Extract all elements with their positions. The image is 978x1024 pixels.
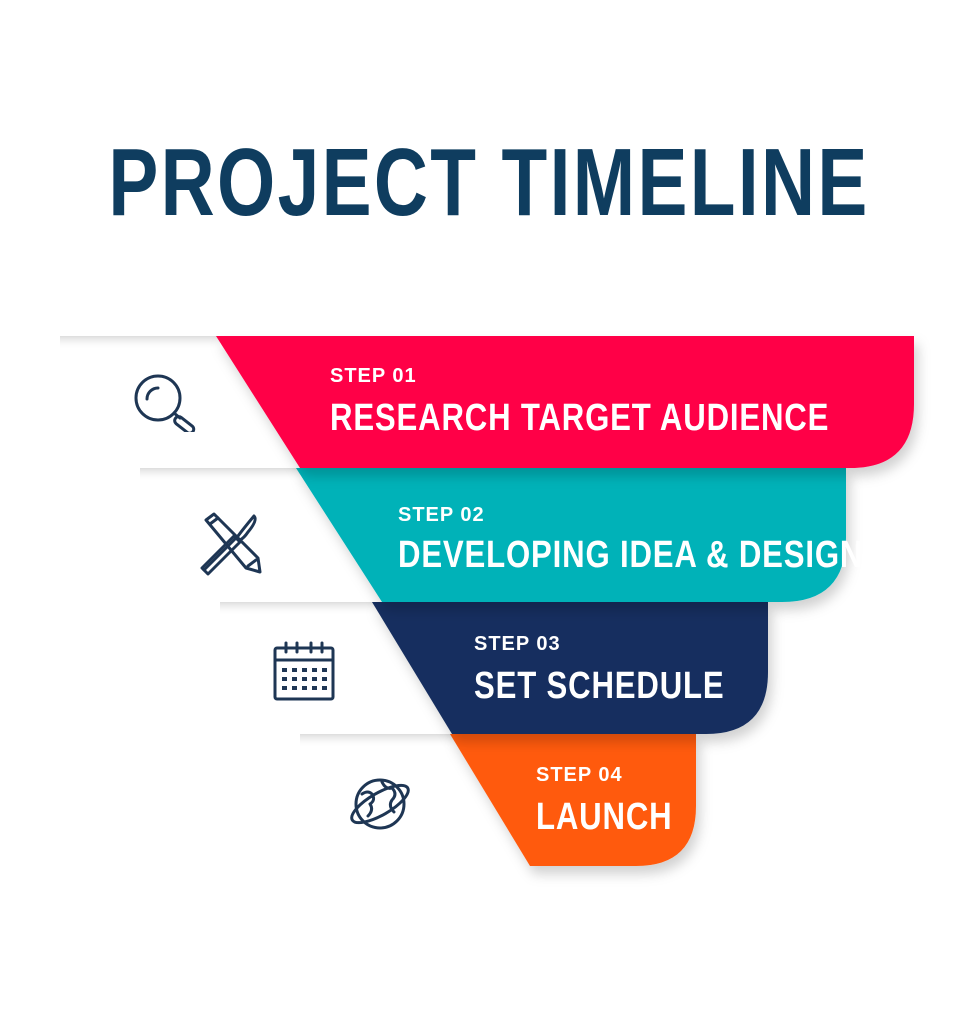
step-band-2 — [296, 468, 846, 602]
step-tab-4 — [300, 734, 530, 866]
step-1-number: STEP 01 — [330, 365, 417, 387]
step-4-text: STEP 04 LAUNCH — [536, 763, 702, 839]
step-2-label: DEVELOPING IDEA & DESIGN — [398, 534, 864, 576]
step-3-text: STEP 03 SET SCHEDULE — [474, 632, 779, 708]
step-2-text: STEP 02 DEVELOPING IDEA & DESIGN — [398, 503, 965, 577]
step-1-label: RESEARCH TARGET AUDIENCE — [330, 397, 830, 439]
calendar-icon — [273, 641, 335, 701]
step-band-3 — [372, 602, 768, 734]
step-4-label: LAUNCH — [536, 796, 673, 838]
step-band-1 — [216, 336, 914, 468]
step-4-number: STEP 04 — [536, 764, 623, 786]
step-band-4 — [450, 734, 696, 866]
step-3-number: STEP 03 — [474, 633, 561, 655]
globe-icon — [350, 778, 410, 830]
magnifier-icon — [134, 374, 196, 432]
page-title: PROJECT TIMELINE — [108, 129, 870, 236]
step-2-number: STEP 02 — [398, 504, 485, 526]
pencil-brush-icon — [200, 512, 262, 576]
step-3-label: SET SCHEDULE — [474, 665, 725, 707]
step-1-text: STEP 01 RESEARCH TARGET AUDIENCE — [330, 364, 939, 440]
step-tab-2 — [140, 468, 382, 602]
